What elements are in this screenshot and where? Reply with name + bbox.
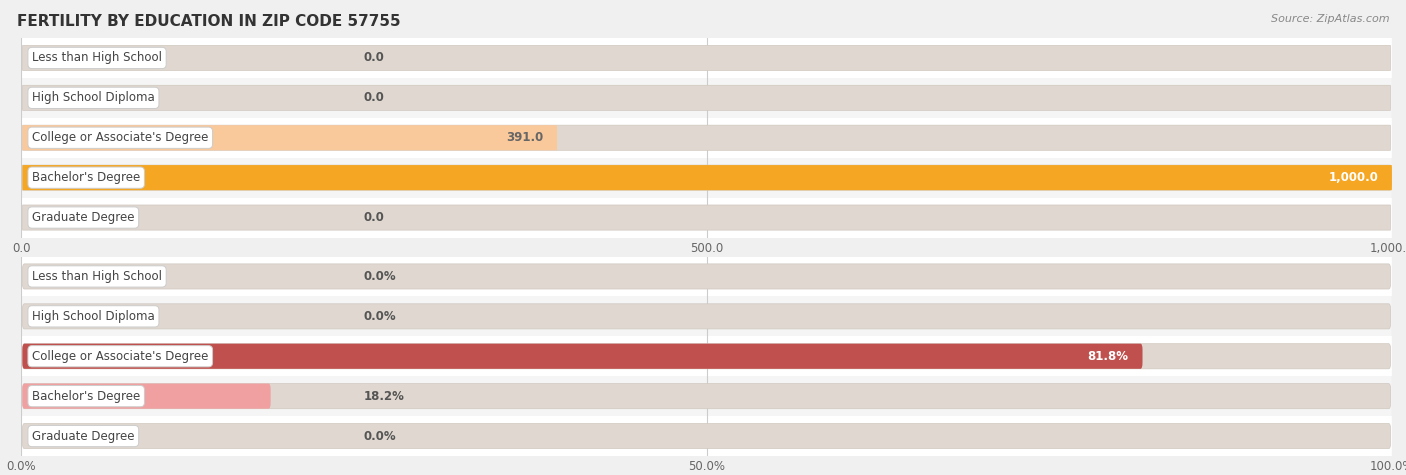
Text: 0.0: 0.0	[364, 51, 385, 65]
Text: College or Associate's Degree: College or Associate's Degree	[32, 131, 208, 144]
FancyBboxPatch shape	[22, 86, 1391, 110]
Text: Source: ZipAtlas.com: Source: ZipAtlas.com	[1271, 14, 1389, 24]
Text: High School Diploma: High School Diploma	[32, 91, 155, 104]
Text: Graduate Degree: Graduate Degree	[32, 429, 135, 443]
Text: Graduate Degree: Graduate Degree	[32, 211, 135, 224]
Bar	[21, 256, 1392, 296]
Text: 1,000.0: 1,000.0	[1329, 171, 1378, 184]
Text: Bachelor's Degree: Bachelor's Degree	[32, 171, 141, 184]
FancyBboxPatch shape	[22, 165, 1392, 190]
Text: 0.0: 0.0	[364, 91, 385, 104]
Bar	[21, 376, 1392, 416]
Bar	[21, 158, 1392, 198]
Text: FERTILITY BY EDUCATION IN ZIP CODE 57755: FERTILITY BY EDUCATION IN ZIP CODE 57755	[17, 14, 401, 29]
FancyBboxPatch shape	[22, 384, 270, 408]
Text: 0.0: 0.0	[364, 211, 385, 224]
FancyBboxPatch shape	[22, 344, 1143, 369]
FancyBboxPatch shape	[22, 384, 1391, 408]
Bar	[21, 118, 1392, 158]
Text: 81.8%: 81.8%	[1088, 350, 1129, 363]
Text: Bachelor's Degree: Bachelor's Degree	[32, 390, 141, 403]
Bar	[21, 78, 1392, 118]
Text: 18.2%: 18.2%	[364, 390, 405, 403]
FancyBboxPatch shape	[22, 264, 1391, 289]
Text: College or Associate's Degree: College or Associate's Degree	[32, 350, 208, 363]
Bar	[21, 38, 1392, 78]
FancyBboxPatch shape	[22, 304, 1391, 329]
Text: 391.0: 391.0	[506, 131, 543, 144]
FancyBboxPatch shape	[22, 424, 1391, 448]
FancyBboxPatch shape	[22, 125, 557, 150]
FancyBboxPatch shape	[22, 165, 1391, 190]
FancyBboxPatch shape	[22, 46, 1391, 70]
FancyBboxPatch shape	[22, 344, 1391, 369]
FancyBboxPatch shape	[22, 205, 1391, 230]
Bar	[21, 296, 1392, 336]
Bar	[21, 416, 1392, 456]
FancyBboxPatch shape	[22, 125, 1391, 150]
Text: Less than High School: Less than High School	[32, 270, 162, 283]
Text: High School Diploma: High School Diploma	[32, 310, 155, 323]
Text: Less than High School: Less than High School	[32, 51, 162, 65]
Text: 0.0%: 0.0%	[364, 270, 396, 283]
Bar	[21, 336, 1392, 376]
Text: 0.0%: 0.0%	[364, 429, 396, 443]
Text: 0.0%: 0.0%	[364, 310, 396, 323]
Bar	[21, 198, 1392, 238]
